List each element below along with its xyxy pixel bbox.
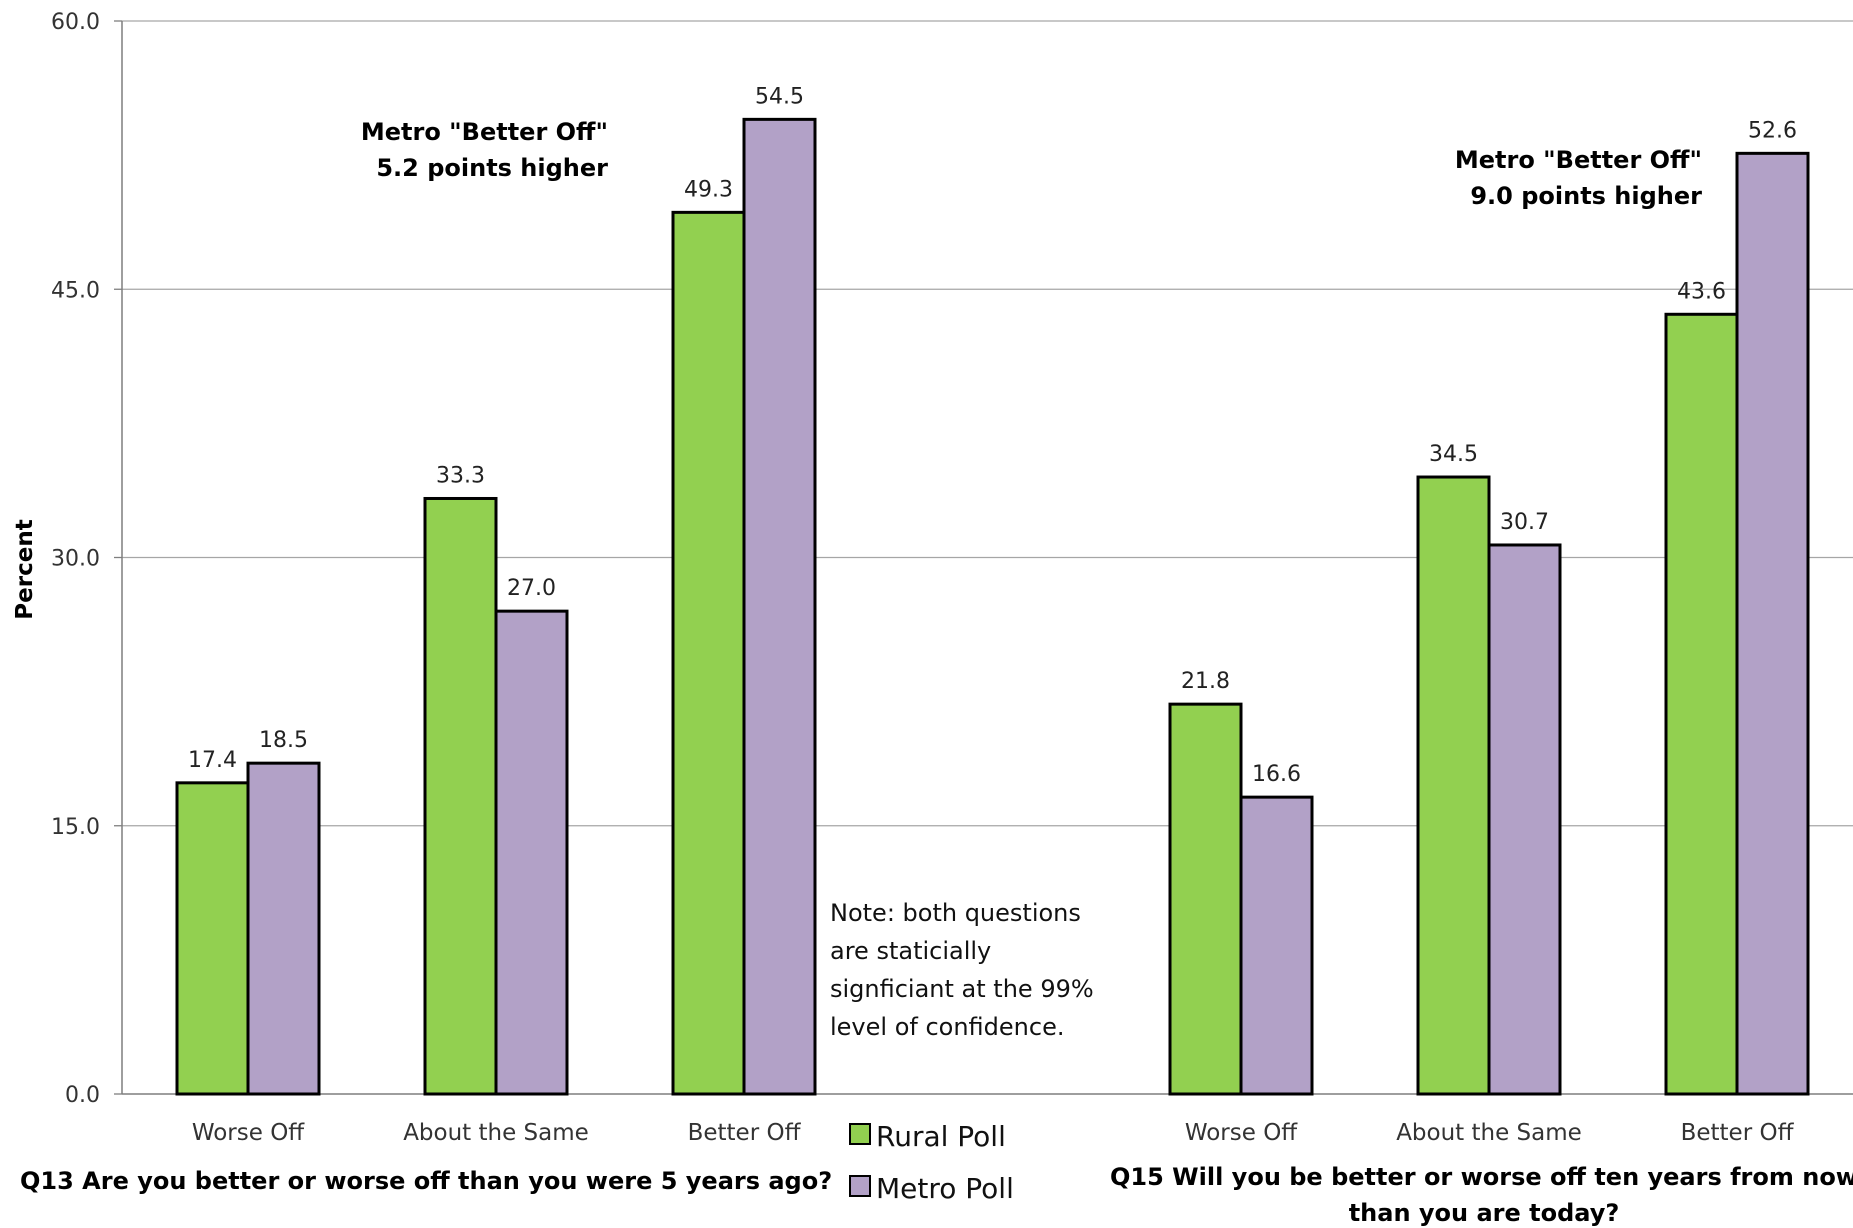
bar xyxy=(1239,795,1314,1096)
y-tick-label: 0.0 xyxy=(65,1083,100,1108)
group-title: Q13 Are you better or worse off than you… xyxy=(20,1167,832,1195)
category-label: About the Same xyxy=(403,1120,589,1146)
note-text: are staticially xyxy=(830,937,991,965)
bar xyxy=(671,210,746,1096)
data-label: 21.8 xyxy=(1181,669,1230,694)
annotation: 5.2 points higher xyxy=(376,154,608,182)
data-label: 43.6 xyxy=(1677,279,1726,304)
bar xyxy=(1735,151,1810,1096)
annotation: Metro "Better Off" xyxy=(1455,146,1702,174)
data-label: 34.5 xyxy=(1429,442,1478,467)
legend-swatch xyxy=(849,1123,871,1145)
data-label: 16.6 xyxy=(1252,762,1301,787)
bar xyxy=(1664,312,1739,1096)
annotation: Metro "Better Off" xyxy=(361,118,608,146)
legend-swatch xyxy=(849,1175,871,1197)
data-label: 33.3 xyxy=(436,463,485,488)
bar xyxy=(175,781,250,1096)
category-label: About the Same xyxy=(1396,1120,1582,1146)
data-label: 54.5 xyxy=(755,84,804,109)
group-title: Q15 Will you be better or worse off ten … xyxy=(1110,1163,1853,1191)
legend-label: Metro Poll xyxy=(876,1172,1014,1205)
category-label: Better Off xyxy=(688,1120,802,1146)
data-label: 17.4 xyxy=(188,748,237,773)
bar xyxy=(742,117,817,1096)
legend-label: Rural Poll xyxy=(876,1120,1006,1153)
bar xyxy=(1168,702,1243,1096)
annotation: 9.0 points higher xyxy=(1470,182,1702,210)
category-label: Better Off xyxy=(1681,1120,1795,1146)
y-tick-label: 15.0 xyxy=(51,815,100,840)
y-tick-label: 60.0 xyxy=(51,10,100,35)
data-label: 27.0 xyxy=(507,576,556,601)
data-label: 52.6 xyxy=(1748,118,1797,143)
data-label: 49.3 xyxy=(684,177,733,202)
data-label: 30.7 xyxy=(1500,510,1549,535)
category-label: Worse Off xyxy=(1185,1120,1298,1146)
bar xyxy=(494,609,569,1096)
y-axis-title: Percent xyxy=(12,519,38,619)
bar xyxy=(423,496,498,1096)
bar xyxy=(1416,475,1491,1096)
note-text: Note: both questions xyxy=(830,899,1081,927)
y-tick-label: 45.0 xyxy=(51,278,100,303)
note-text: level of confidence. xyxy=(830,1013,1064,1041)
note-text: signficiant at the 99% xyxy=(830,975,1094,1003)
bar xyxy=(1487,543,1562,1096)
y-tick-label: 30.0 xyxy=(51,547,100,572)
category-label: Worse Off xyxy=(192,1120,305,1146)
data-label: 18.5 xyxy=(259,728,308,753)
group-title: than you are today? xyxy=(1349,1199,1620,1227)
bar xyxy=(246,761,321,1096)
